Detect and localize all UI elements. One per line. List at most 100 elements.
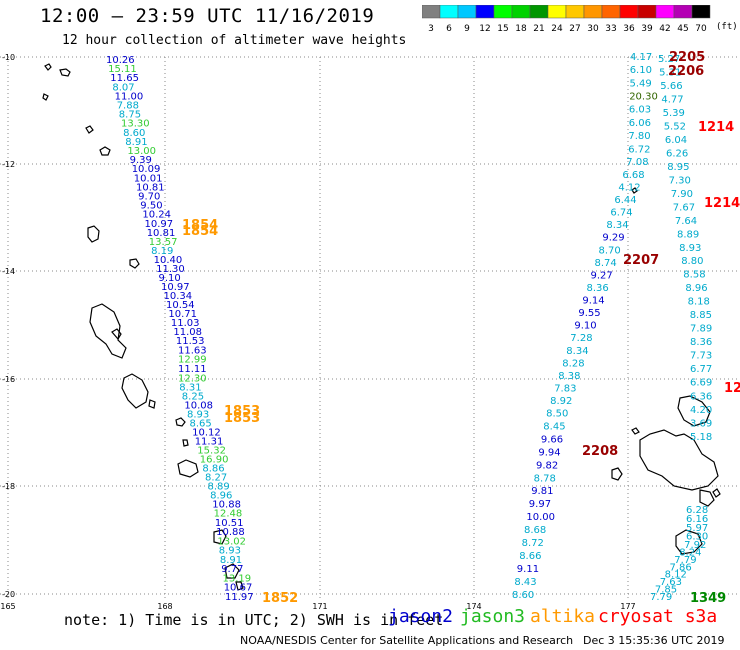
island-outline — [611, 467, 623, 481]
color-legend: 3 6 9 12 15 18 21 24 27 30 33 36 39 42 45 70 — [422, 5, 711, 34]
wave-height-value: 9.10 — [574, 321, 596, 332]
pass-time-label: 2207 — [623, 253, 659, 268]
wave-height-value: 7.67 — [673, 203, 695, 214]
wave-height-value: 7.83 — [554, 383, 576, 394]
wave-height-value: 7.89 — [690, 323, 712, 334]
wave-height-value: 8.19 — [151, 246, 173, 257]
wave-height-value: 3.69 — [690, 418, 712, 429]
wave-height-value: 9.70 — [138, 192, 160, 203]
wave-height-value: 4.20 — [690, 405, 712, 416]
pass-time-label: 2206 — [668, 64, 704, 79]
wave-height-value: 8.96 — [210, 490, 232, 501]
pass-time-label: 1853 — [224, 404, 260, 419]
wave-height-value: 10.54 — [166, 300, 195, 311]
wave-height-value: 4.12 — [618, 182, 640, 193]
wave-height-value: 11.30 — [156, 264, 185, 275]
wave-height-value: 9.81 — [531, 486, 553, 497]
wave-height-value: 8.31 — [179, 383, 201, 394]
legend-bin-label: 27 — [569, 24, 580, 34]
wave-height-value: 7.08 — [626, 157, 648, 168]
wave-height-value: 4.17 — [630, 52, 652, 63]
wave-height-value: 13.02 — [217, 536, 246, 547]
wave-height-value: 10.00 — [526, 512, 555, 523]
wave-height-value: 11.65 — [110, 73, 139, 84]
wave-height-value: 7.79 — [650, 592, 672, 603]
pass-time-label: 1853 — [224, 411, 260, 426]
wave-height-value: 9.77 — [221, 564, 243, 575]
island-outline — [121, 373, 149, 409]
wave-height-value: 5.18 — [690, 432, 712, 443]
legend-bin-label: 36 — [623, 24, 635, 34]
wave-height-value: 11.31 — [195, 436, 224, 447]
wave-height-value: 5.52 — [664, 122, 686, 133]
wave-height-value: 8.74 — [595, 258, 617, 269]
wave-height-value: 8.92 — [550, 396, 572, 407]
pass-time-label: 2205 — [669, 50, 705, 65]
wave-height-value: 5.27 — [658, 54, 680, 65]
wave-height-value: 9.39 — [130, 155, 152, 166]
wave-height-value: 9.10 — [159, 273, 181, 284]
map-title: 12:00 – 23:59 UTC 11/16/2019 — [40, 5, 375, 27]
wave-height-value: 8.65 — [190, 418, 212, 429]
island-outline — [59, 68, 71, 77]
wave-height-value: 7.86 — [670, 562, 692, 573]
wave-height-value: 7.28 — [570, 333, 592, 344]
wave-height-value: 9.11 — [517, 564, 539, 575]
wave-height-value: 7.80 — [628, 131, 650, 142]
pass-time-label: 1214 — [704, 196, 740, 211]
wave-height-value: 8.91 — [125, 137, 147, 148]
legend-jason2: jason2 — [388, 606, 454, 627]
wave-height-value: 16.90 — [200, 454, 229, 465]
island-outline — [677, 395, 711, 427]
wave-height-value: 10.40 — [154, 255, 183, 266]
wave-height-value: 10.71 — [168, 309, 197, 320]
wave-height-value: 10.81 — [136, 182, 165, 193]
legend-swatch — [691, 5, 711, 19]
wave-height-value: 7.79 — [674, 555, 696, 566]
island-outline — [675, 529, 703, 555]
island-outline — [712, 488, 721, 498]
wave-height-value: 11.53 — [176, 336, 205, 347]
legend-bin-label: 42 — [659, 24, 670, 34]
wave-height-value: 10.08 — [184, 400, 213, 411]
wave-height-value: 8.25 — [182, 392, 204, 403]
longitude-label: 165 — [0, 602, 15, 611]
wave-height-value: 6.06 — [629, 118, 651, 129]
wave-height-value: 6.16 — [686, 514, 708, 525]
wave-height-value: 7.92 — [684, 540, 706, 551]
wave-height-value: 10.97 — [161, 282, 190, 293]
wave-height-value: 8.95 — [667, 162, 689, 173]
legend-cryosat: cryosat s3a — [598, 606, 718, 627]
pass-time-label: 1214 — [698, 120, 734, 135]
wave-height-value: 11.00 — [115, 91, 144, 102]
wave-height-value: 8.36 — [587, 283, 609, 294]
wave-height-value: 10.97 — [145, 219, 174, 230]
wave-height-value: 9.94 — [538, 447, 560, 458]
wave-height-value: 10.01 — [134, 173, 163, 184]
wave-height-value: 8.36 — [690, 337, 712, 348]
legend-bin-label: 45 — [677, 24, 688, 34]
wave-height-value: 8.70 — [599, 245, 621, 256]
island-outline — [111, 328, 122, 341]
wave-height-value: 10.88 — [212, 499, 241, 510]
wave-height-value: 8.34 — [566, 346, 588, 357]
wave-height-value: 9.14 — [582, 296, 604, 307]
wave-height-value: 9.50 — [140, 201, 162, 212]
island-outline — [177, 459, 199, 478]
wave-height-value: 8.93 — [679, 243, 701, 254]
legend-bin-label: 33 — [605, 24, 616, 34]
wave-height-value: 9.66 — [541, 434, 563, 445]
wave-height-value: 8.60 — [123, 128, 145, 139]
wave-height-value: 6.72 — [628, 144, 650, 155]
wave-height-value: 8.28 — [562, 358, 584, 369]
credit-line: NOAA/NESDIS Center for Satellite Applica… — [240, 634, 574, 647]
pass-time-label: 12 — [724, 381, 740, 396]
wave-height-value: 8.50 — [546, 409, 568, 420]
wave-height-value: 4.77 — [661, 95, 683, 106]
wave-height-value: 7.63 — [660, 577, 682, 588]
wave-height-value: 11.08 — [173, 327, 202, 338]
wave-height-value: 8.75 — [119, 110, 141, 121]
island-outline — [85, 125, 94, 134]
generation-timestamp: Dec 3 15:35:36 UTC 2019 — [583, 634, 725, 647]
longitude-label: 177 — [620, 602, 635, 611]
